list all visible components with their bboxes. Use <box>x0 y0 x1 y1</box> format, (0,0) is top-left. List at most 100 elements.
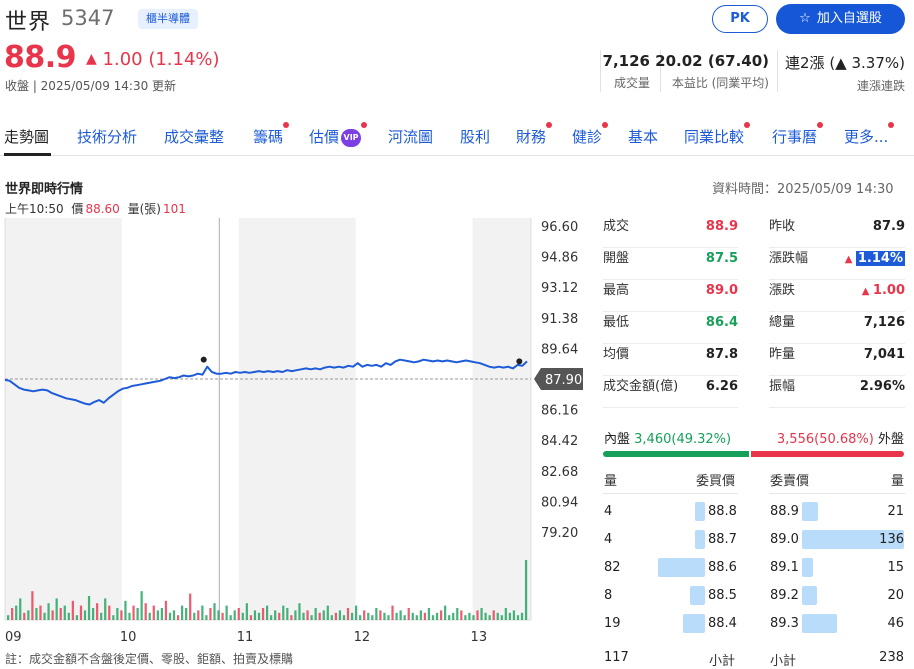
inner-value: 3,460(49.32%) <box>634 432 732 447</box>
quote-value: 2.96% <box>859 379 905 394</box>
volume-bar <box>278 612 281 620</box>
volume-bar <box>225 605 228 620</box>
quote-value: 87.5 <box>705 251 738 266</box>
quote-row: 成交 88.9 <box>603 216 738 248</box>
volume-bar <box>322 610 325 620</box>
quote-label: 最低 <box>603 315 630 330</box>
outer-ratio-bar <box>751 451 904 457</box>
quote-value-wrap: 87.8 <box>706 344 738 366</box>
volume-bar <box>346 608 350 620</box>
tab-11[interactable]: 行事曆 <box>772 122 824 147</box>
hover-info: 上午10:50 價 88.60 量(張) 101 <box>5 200 190 217</box>
volume-bar <box>411 612 414 620</box>
hover-price-label: 價 <box>71 202 84 216</box>
add-watchlist-button[interactable]: ☆ 加入自選股 <box>776 4 905 34</box>
divider <box>769 493 905 494</box>
y-tick-label: 93.12 <box>541 281 578 296</box>
volume-bar <box>197 610 200 620</box>
ask-qty-header: 量 <box>890 474 904 489</box>
volume-bar <box>59 608 62 620</box>
pk-button[interactable]: PK <box>712 5 768 33</box>
divider <box>600 50 601 92</box>
quote-value-wrap: 2.96% <box>860 376 905 398</box>
tab-5[interactable]: 河流圖 <box>388 126 433 147</box>
bid-qty-header: 量 <box>604 474 618 489</box>
volume-bar <box>241 612 244 620</box>
tab-7[interactable]: 財務 <box>516 122 553 147</box>
outer-volume: 3,556(50.68%) 外盤 <box>777 428 904 447</box>
notification-dot <box>888 122 895 128</box>
tab-2[interactable]: 成交彙整 <box>164 126 224 147</box>
quote-row: 最低 86.4 <box>603 312 738 344</box>
quote-row: 振幅 2.96% <box>769 376 905 408</box>
volume-bar <box>492 610 495 620</box>
tab-8[interactable]: 健診 <box>572 122 609 147</box>
tab-1[interactable]: 技術分析 <box>77 126 137 147</box>
quote-row: 昨量 7,041 <box>769 344 905 376</box>
volume-bar <box>415 615 418 620</box>
reference-label-box <box>534 368 583 390</box>
tab-label: 走勢圖 <box>4 128 50 146</box>
intraday-chart[interactable]: 96.60 94.86 93.12 91.38 89.64 86.16 84.42 82.68… <box>0 215 590 647</box>
volume-bar <box>508 612 511 620</box>
volume-bar <box>124 600 127 620</box>
tab-label: 估價 <box>309 128 340 146</box>
notification-dot <box>817 122 824 128</box>
quote-row: 總量 7,126 <box>769 312 905 344</box>
volume-bar <box>148 612 151 620</box>
inner-label: 內盤 <box>604 432 631 447</box>
quote-value-wrap: ▲ 1.14% <box>845 248 905 271</box>
volume-bar <box>176 615 180 620</box>
x-tick-label: 13 <box>471 630 488 645</box>
quote-row: 開盤 87.5 <box>603 248 738 280</box>
hour-band <box>238 218 356 620</box>
stock-code: 5347 <box>61 6 115 30</box>
quote-value: 87.9 <box>872 219 905 234</box>
volume-bar <box>79 605 83 620</box>
volume-bar <box>395 612 398 620</box>
volume-bar <box>504 608 507 620</box>
tab-label: 財務 <box>516 128 547 146</box>
tab-10[interactable]: 同業比較 <box>684 122 751 147</box>
tab-12[interactable]: 更多... <box>844 122 895 147</box>
volume-bar <box>342 615 346 620</box>
update-time: 收盤 | 2025/05/09 14:30 更新 <box>5 79 177 93</box>
notification-dot <box>602 122 609 128</box>
volume-bar <box>136 608 139 620</box>
outer-label: 外盤 <box>877 432 904 447</box>
volume-bar <box>383 612 386 620</box>
ask-total: 238 <box>879 650 904 665</box>
tab-9[interactable]: 基本 <box>628 126 658 147</box>
volume-bar <box>67 612 70 620</box>
volume-bar <box>31 591 34 620</box>
ask-depth-bar <box>802 502 818 521</box>
quote-label: 成交金額(億) <box>603 379 679 394</box>
price-change: ▲ 1.00 (1.14%) <box>86 49 220 70</box>
notification-dot <box>546 122 553 128</box>
notification-dot <box>283 122 290 128</box>
volume-bar <box>363 610 366 620</box>
volume-bar <box>23 612 26 620</box>
bid-subtotal-label: 小計 <box>709 654 736 669</box>
volume-bar <box>185 608 188 620</box>
ask-depth-bar <box>802 530 904 549</box>
tab-4[interactable]: 估價 VIP <box>309 122 368 147</box>
tab-0[interactable]: 走勢圖 <box>4 126 49 147</box>
quote-value-wrap: 7,041 <box>864 344 905 366</box>
ask-price-header: 委賣價 <box>770 474 810 489</box>
volume-bar <box>302 612 305 620</box>
hover-price: 88.60 <box>85 202 120 216</box>
bid-qty: 4 <box>604 504 613 519</box>
volume-bar <box>464 615 467 620</box>
tab-6[interactable]: 股利 <box>460 126 490 147</box>
volume-bar <box>128 612 131 620</box>
tab-3[interactable]: 籌碼 <box>253 122 290 147</box>
ask-price: 89.1 <box>770 560 799 575</box>
y-tick-label: 89.64 <box>541 342 578 357</box>
y-tick-label: 82.68 <box>541 465 578 480</box>
ask-price: 89.2 <box>770 588 799 603</box>
volume-bar <box>108 605 111 620</box>
stat-pe-label: 本益比 (同業平均) <box>671 76 769 90</box>
sector-badge[interactable]: 櫃半導體 <box>138 9 198 29</box>
hover-vol-label: 量(張) <box>127 202 161 216</box>
